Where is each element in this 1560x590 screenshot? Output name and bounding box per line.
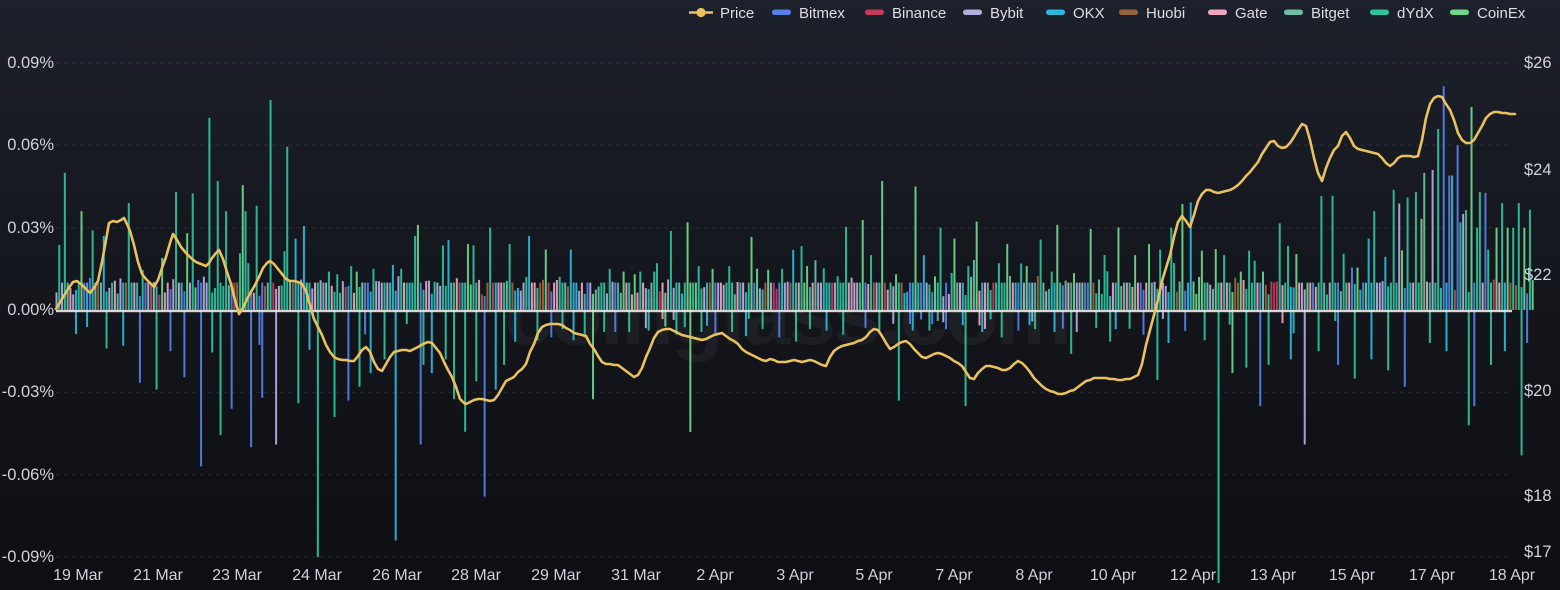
svg-text:21 Mar: 21 Mar xyxy=(133,567,183,584)
svg-text:26 Mar: 26 Mar xyxy=(372,567,422,584)
svg-text:24 Mar: 24 Mar xyxy=(292,567,342,584)
svg-text:18 Apr: 18 Apr xyxy=(1489,567,1536,584)
svg-text:17 Apr: 17 Apr xyxy=(1409,567,1456,584)
svg-text:-0.09%: -0.09% xyxy=(2,548,55,566)
svg-text:19 Mar: 19 Mar xyxy=(53,567,103,584)
svg-text:Binance: Binance xyxy=(892,5,946,22)
svg-text:$17: $17 xyxy=(1524,543,1552,561)
svg-text:-0.06%: -0.06% xyxy=(2,466,55,484)
svg-text:3 Apr: 3 Apr xyxy=(776,567,814,584)
svg-text:-0.03%: -0.03% xyxy=(2,383,55,401)
svg-text:Huobi: Huobi xyxy=(1146,5,1185,22)
svg-text:0.03%: 0.03% xyxy=(7,219,54,237)
svg-text:10 Apr: 10 Apr xyxy=(1090,567,1137,584)
svg-text:15 Apr: 15 Apr xyxy=(1329,567,1376,584)
svg-text:12 Apr: 12 Apr xyxy=(1170,567,1217,584)
svg-text:$26: $26 xyxy=(1524,54,1552,72)
svg-text:13 Apr: 13 Apr xyxy=(1250,567,1297,584)
svg-text:23 Mar: 23 Mar xyxy=(212,567,262,584)
svg-text:Gate: Gate xyxy=(1235,5,1268,22)
svg-text:28 Mar: 28 Mar xyxy=(451,567,501,584)
svg-text:2 Apr: 2 Apr xyxy=(696,567,734,584)
svg-text:$20: $20 xyxy=(1524,382,1552,400)
svg-text:0.09%: 0.09% xyxy=(7,54,54,72)
svg-text:8 Apr: 8 Apr xyxy=(1015,567,1053,584)
svg-text:$18: $18 xyxy=(1524,487,1552,505)
svg-text:OKX: OKX xyxy=(1073,5,1105,22)
svg-text:Price: Price xyxy=(720,5,754,22)
svg-text:0.00%: 0.00% xyxy=(7,301,54,319)
svg-text:$24: $24 xyxy=(1524,161,1552,179)
svg-text:0.06%: 0.06% xyxy=(7,136,54,154)
svg-text:Bybit: Bybit xyxy=(990,5,1024,22)
svg-text:CoinEx: CoinEx xyxy=(1477,5,1526,22)
svg-text:29 Mar: 29 Mar xyxy=(531,567,581,584)
svg-text:Bitget: Bitget xyxy=(1311,5,1350,22)
svg-text:$22: $22 xyxy=(1524,266,1552,284)
svg-text:5 Apr: 5 Apr xyxy=(855,567,893,584)
svg-text:31 Mar: 31 Mar xyxy=(611,567,661,584)
svg-text:7 Apr: 7 Apr xyxy=(935,567,973,584)
svg-text:Bitmex: Bitmex xyxy=(799,5,845,22)
svg-text:dYdX: dYdX xyxy=(1397,5,1434,22)
